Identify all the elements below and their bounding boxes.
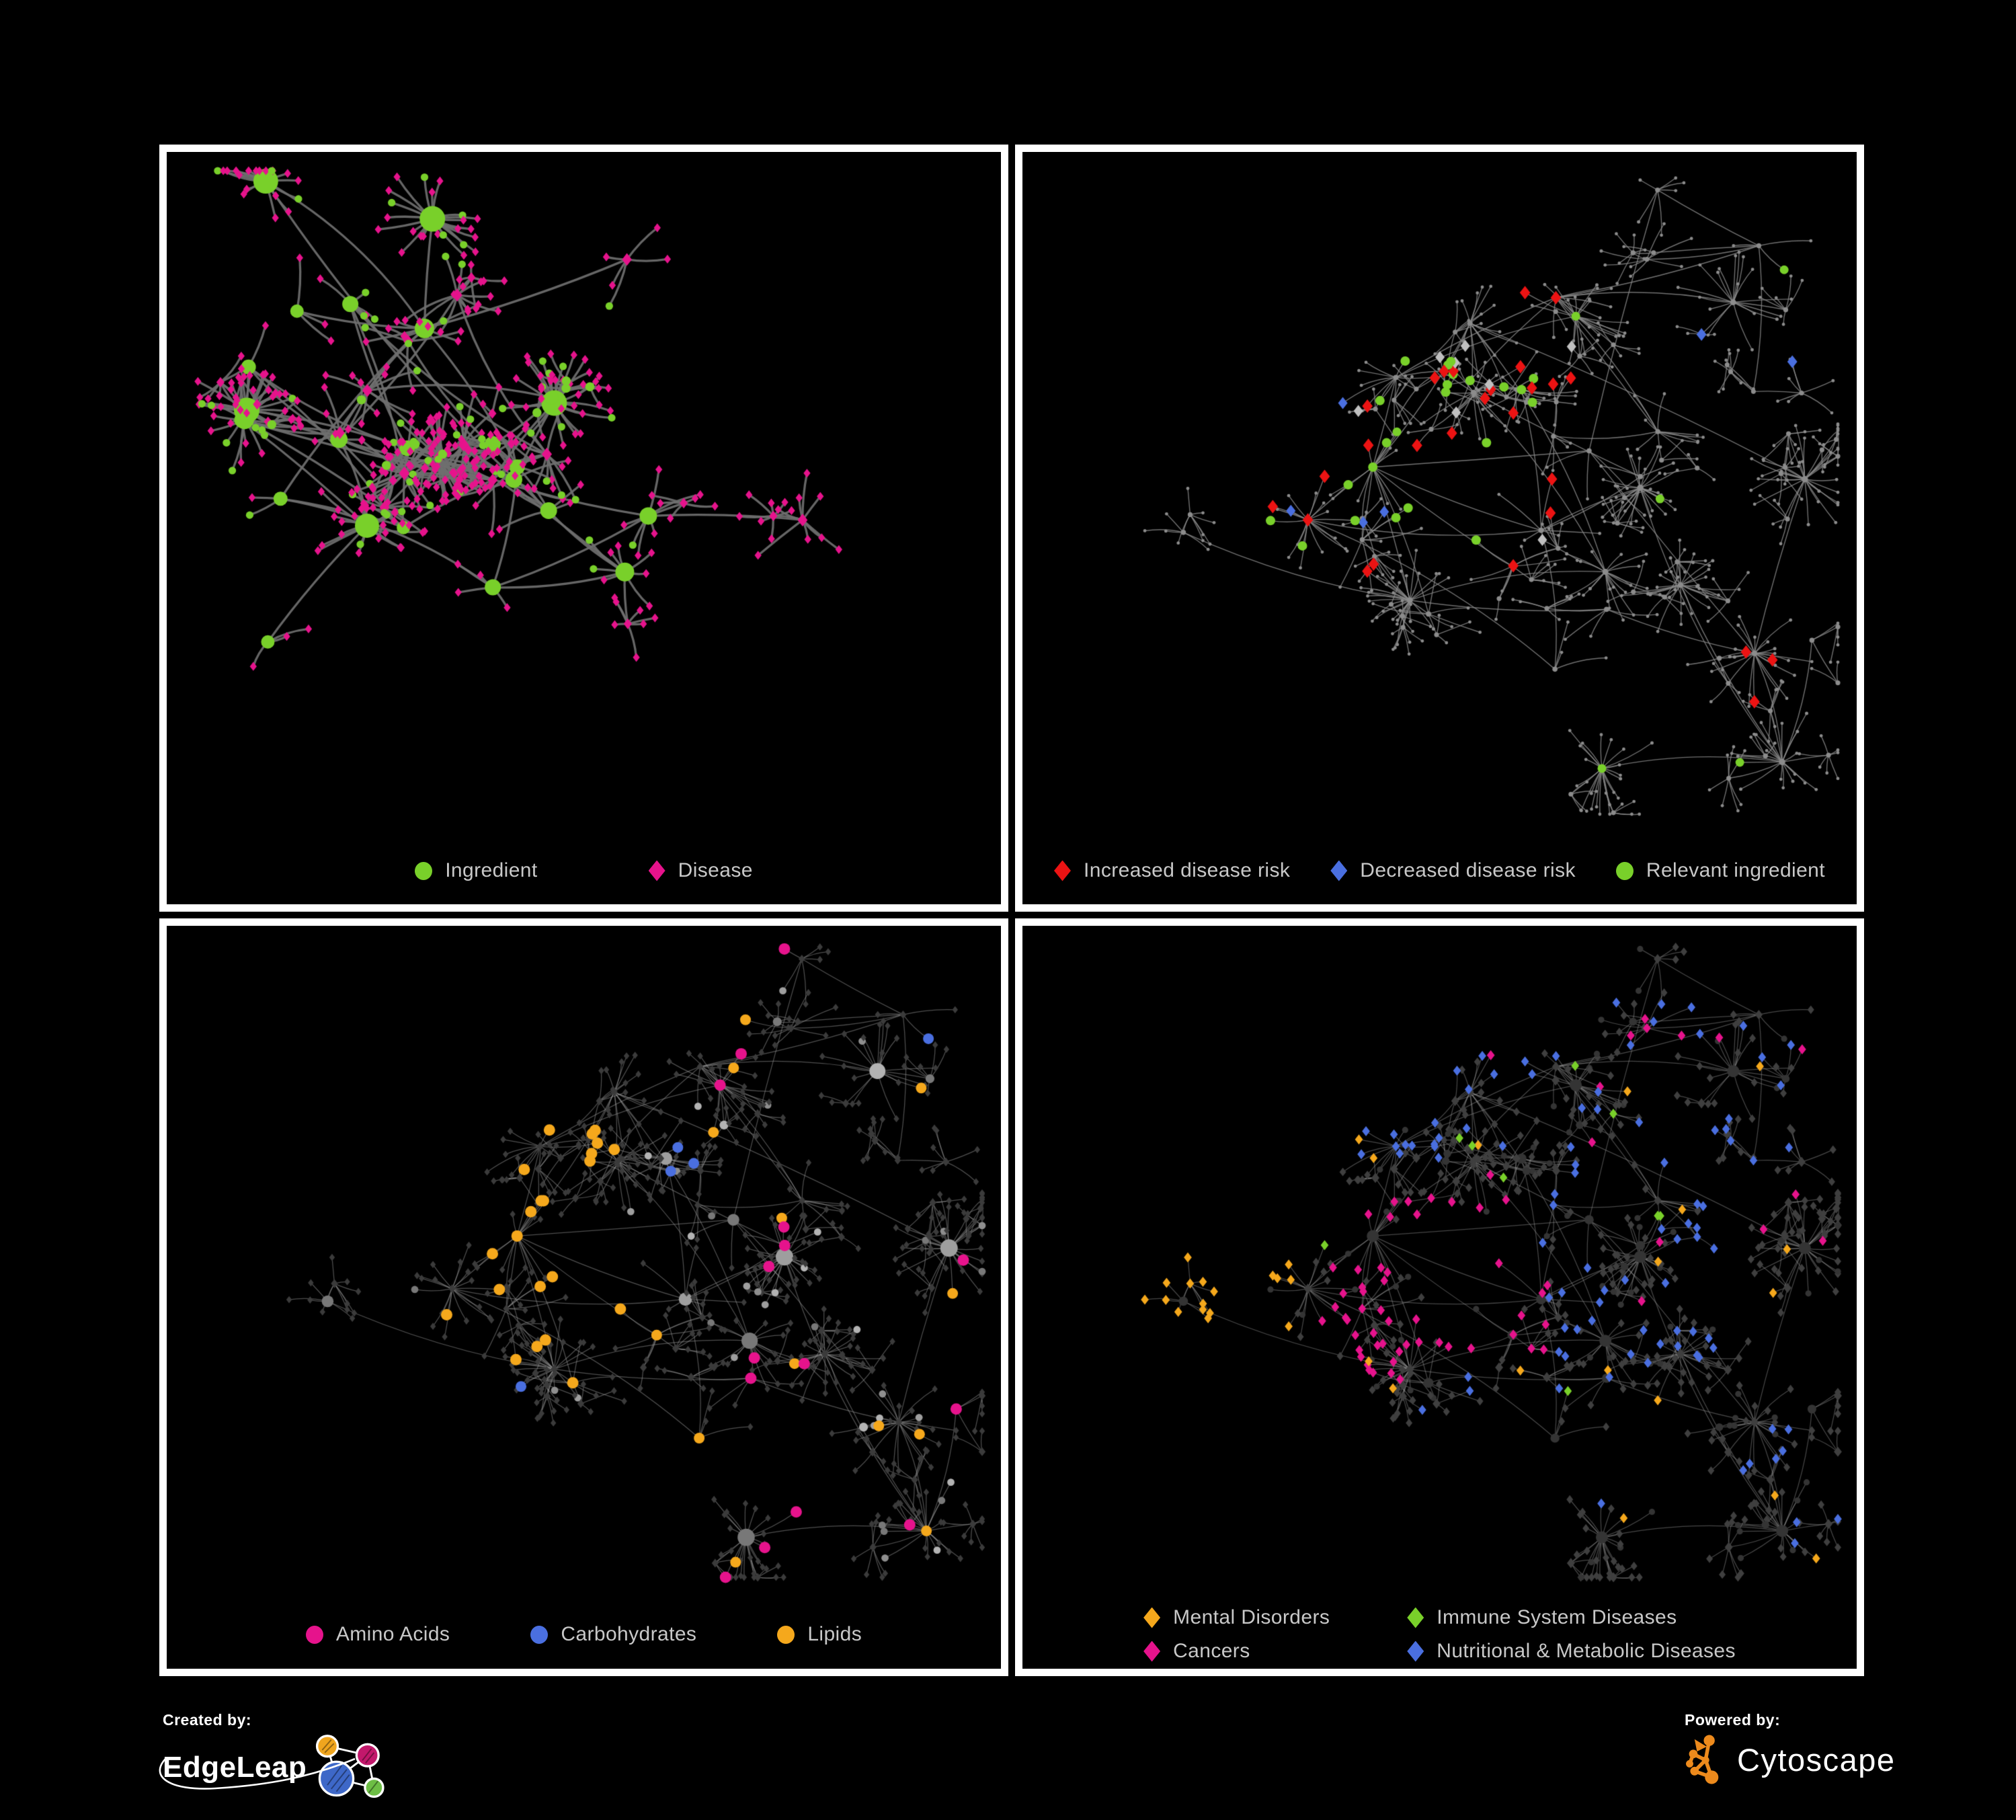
legend-item-immune-system-diseases: Immune System Diseases xyxy=(1407,1606,1736,1629)
panel-disease-categories: Mental Disorders Immune System Diseases … xyxy=(1015,918,1864,1676)
legend-label: Nutritional & Metabolic Diseases xyxy=(1437,1640,1736,1662)
legend-item-increased-risk: Increased disease risk xyxy=(1054,859,1290,882)
cytoscape-wordmark: Cytoscape xyxy=(1737,1741,1896,1778)
legend-disease-categories: Mental Disorders Immune System Diseases … xyxy=(1022,1600,1857,1669)
legend-label: Decreased disease risk xyxy=(1360,859,1576,881)
circle-swatch-icon xyxy=(415,861,433,880)
diamond-swatch-icon xyxy=(1330,860,1348,881)
legend-item-nutritional-metabolic-diseases: Nutritional & Metabolic Diseases xyxy=(1407,1640,1736,1663)
legend-label: Cancers xyxy=(1173,1640,1250,1662)
powered-by-block: Powered by: Cytoscape xyxy=(1685,1711,1896,1787)
legend-item-cancers: Cancers xyxy=(1143,1640,1330,1663)
powered-by-label: Powered by: xyxy=(1685,1711,1781,1729)
legend-label: Immune System Diseases xyxy=(1437,1606,1677,1628)
diamond-swatch-icon xyxy=(648,860,666,881)
legend-ingredients-diseases: Ingredient Disease xyxy=(167,837,1001,904)
legend-label: Ingredient xyxy=(445,859,538,881)
edgeleap-wordmark: EdgeLeap xyxy=(163,1751,307,1784)
diamond-swatch-icon xyxy=(1407,1607,1424,1628)
panel-nutrient-classes: Amino Acids Carbohydrates Lipids xyxy=(159,918,1008,1676)
circle-swatch-icon xyxy=(1615,861,1634,880)
legend-nutrient-classes: Amino Acids Carbohydrates Lipids xyxy=(167,1600,1001,1669)
network-graph-disease-risk xyxy=(1022,152,1857,837)
circle-swatch-icon xyxy=(777,1625,795,1644)
legend-label: Relevant ingredient xyxy=(1646,859,1825,881)
legend-label: Lipids xyxy=(807,1623,862,1645)
legend-label: Disease xyxy=(678,859,753,881)
legend-item-amino-acids: Amino Acids xyxy=(305,1623,450,1646)
diamond-swatch-icon xyxy=(1143,1640,1161,1662)
network-graph-ingredients-diseases xyxy=(167,152,1001,837)
diamond-swatch-icon xyxy=(1407,1640,1424,1662)
legend-item-ingredient: Ingredient xyxy=(415,859,537,882)
legend-item-disease: Disease xyxy=(648,859,753,882)
edgeleap-logo-icon xyxy=(316,1735,385,1798)
legend-item-lipids: Lipids xyxy=(777,1623,862,1646)
created-by-label: Created by: xyxy=(163,1711,252,1729)
legend-disease-risk: Increased disease risk Decreased disease… xyxy=(1022,837,1857,904)
diamond-swatch-icon xyxy=(1143,1607,1161,1628)
legend-label: Increased disease risk xyxy=(1084,859,1291,881)
legend-item-carbohydrates: Carbohydrates xyxy=(530,1623,696,1646)
panel-ingredients-diseases: Ingredient Disease xyxy=(159,145,1008,912)
panel-disease-risk: Increased disease risk Decreased disease… xyxy=(1015,145,1864,912)
network-graph-disease-categories xyxy=(1022,926,1857,1600)
created-by-block: Created by: EdgeLeap xyxy=(159,1711,389,1803)
legend-item-relevant-ingredient: Relevant ingredient xyxy=(1615,859,1825,882)
network-graph-nutrient-classes xyxy=(167,926,1001,1600)
cytoscape-logo-icon xyxy=(1686,1735,1719,1784)
diamond-swatch-icon xyxy=(1054,860,1071,881)
legend-item-decreased-risk: Decreased disease risk xyxy=(1330,859,1576,882)
legend-label: Mental Disorders xyxy=(1173,1606,1330,1628)
legend-label: Amino Acids xyxy=(335,1623,450,1645)
legend-item-mental-disorders: Mental Disorders xyxy=(1143,1606,1330,1629)
legend-label: Carbohydrates xyxy=(561,1623,697,1645)
circle-swatch-icon xyxy=(305,1625,323,1644)
circle-swatch-icon xyxy=(530,1625,549,1644)
